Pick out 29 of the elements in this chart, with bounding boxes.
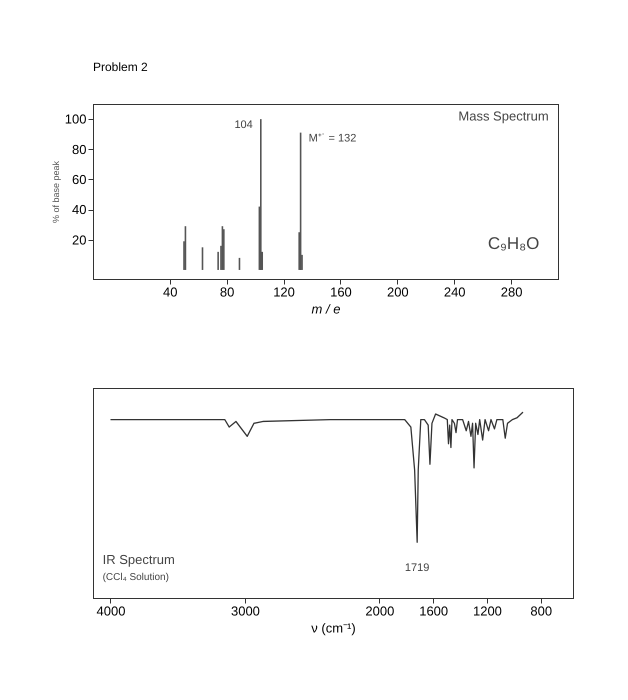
annotation: 104 [234,119,253,132]
y-tick-label: 40 [72,202,86,218]
y-tick-label: 60 [72,172,86,187]
annotation: Mass Spectrum [458,108,549,124]
annotation: 1719 [404,562,430,574]
chart-title: Problem 2 [93,60,148,74]
x-tick-label: 3000 [230,604,260,618]
x-tick-label: 240 [444,284,466,300]
x-tick-label: 200 [386,284,409,300]
y-axis-title: % of base peak [50,160,61,224]
x-tick-label: 80 [220,284,234,300]
x-tick-label: 800 [530,604,552,618]
x-tick-label: 2000 [365,604,394,618]
x-axis-title: m / e [312,302,340,316]
x-axis-title: ν (cm⁻¹) [311,620,356,636]
annotation: (CCl₄ Solution) [102,572,169,583]
annotation: IR Spectrum [102,552,175,568]
x-tick-label: 4000 [96,604,126,618]
x-tick-label: 280 [500,284,522,300]
x-tick-label: 40 [163,284,178,300]
x-tick-label: 120 [273,284,295,300]
y-tick-label: 100 [64,112,86,127]
annotation: M⁺˙ = 132 [308,132,356,145]
y-tick-label: 20 [72,232,86,248]
y-tick-label: 80 [72,142,86,157]
x-tick-label: 1200 [472,604,502,618]
annotation: C₉H₈O [488,234,540,253]
x-tick-label: 160 [330,284,352,300]
x-tick-label: 1600 [419,604,448,618]
